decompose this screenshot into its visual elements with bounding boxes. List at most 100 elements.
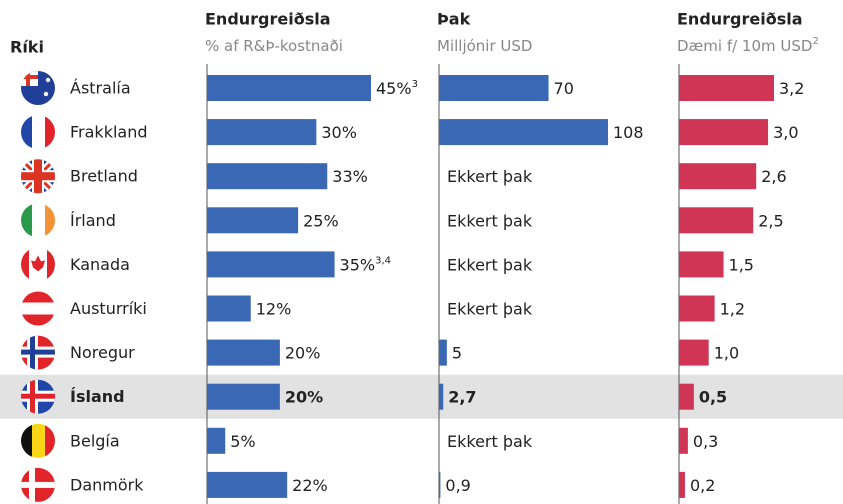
flag-part	[31, 255, 45, 272]
subtitle-note: 2	[812, 36, 818, 47]
flag-part	[21, 423, 32, 458]
flag	[21, 71, 55, 105]
bar	[679, 163, 757, 190]
value-label-text: 1,2	[720, 299, 745, 318]
value-label: 25%	[303, 211, 339, 230]
category-label: Ísland	[70, 387, 125, 406]
value-label-text: 1,5	[729, 255, 754, 274]
value-label: Ekkert þak	[447, 211, 533, 230]
bar	[207, 251, 335, 278]
value-label-text: Ekkert þak	[447, 299, 533, 318]
value-label-text: 70	[554, 79, 574, 98]
value-label: Ekkert þak	[447, 299, 533, 318]
flag-part	[45, 203, 55, 238]
value-label-text: 1,0	[714, 343, 739, 362]
flag-part	[21, 314, 55, 326]
value-label-text: 2,7	[448, 387, 476, 406]
value-label: 20%	[285, 343, 321, 362]
flag-part	[21, 302, 55, 315]
bar	[439, 471, 441, 498]
bar	[679, 295, 715, 322]
bar	[207, 383, 280, 410]
bar	[679, 427, 688, 454]
flag-part	[32, 423, 45, 458]
value-label-text: Ekkert þak	[447, 167, 533, 186]
value-label: 0,3	[693, 431, 718, 450]
bar	[207, 427, 226, 454]
value-label-text: 0,2	[690, 475, 715, 494]
bar	[439, 75, 549, 101]
flag-part	[21, 115, 32, 150]
bar	[439, 339, 447, 366]
value-label: Ekkert þak	[447, 255, 533, 274]
value-label: 70	[554, 79, 574, 98]
flag-part	[34, 159, 42, 194]
value-label: 2,7	[448, 387, 476, 406]
footnote: 3	[412, 79, 418, 90]
bar	[207, 119, 317, 146]
bar	[207, 207, 299, 234]
flag-part	[21, 291, 55, 303]
value-label-text: 3,0	[773, 123, 798, 142]
panel-title: Endurgreiðsla	[205, 10, 331, 29]
value-label-text: 2,6	[761, 167, 786, 186]
value-label-text: 45%	[376, 79, 412, 98]
value-label: 0,5	[699, 387, 727, 406]
value-label: 0,2	[690, 475, 715, 494]
value-label: 1,5	[729, 255, 754, 274]
value-label-text: Ekkert þak	[447, 431, 533, 450]
subtitle-text: % af R&Þ-kostnaði	[205, 37, 343, 55]
value-label: 3,0	[773, 123, 798, 142]
panel-title: Endurgreiðsla	[677, 10, 803, 29]
value-label: 5	[452, 343, 462, 362]
flag	[21, 159, 55, 194]
category-label: Kanada	[70, 255, 130, 274]
flag	[21, 291, 55, 326]
value-label: 35%3,4	[340, 255, 391, 274]
bar	[439, 119, 608, 146]
value-label-text: Ekkert þak	[447, 255, 533, 274]
flag-part	[21, 481, 55, 488]
panel-title: Þak	[437, 10, 471, 29]
flag	[21, 247, 55, 282]
flag-part	[21, 247, 29, 282]
bar	[207, 295, 251, 322]
category-label: Noregur	[70, 343, 135, 362]
value-label-text: 5%	[230, 431, 255, 450]
value-label-text: 25%	[303, 211, 339, 230]
bar	[679, 251, 724, 278]
category-label: Austurríki	[70, 299, 147, 318]
highlight-band	[0, 374, 843, 419]
bar	[207, 75, 371, 101]
value-label-text: 35%	[340, 255, 376, 274]
bar	[207, 163, 328, 190]
category-label: Ástralía	[70, 79, 131, 98]
value-label-text: 108	[613, 123, 644, 142]
value-label: 0,9	[445, 475, 470, 494]
bar	[207, 471, 288, 498]
flag	[21, 203, 55, 238]
subtitle-text: Dæmi f/ 10m USD	[677, 37, 812, 55]
value-label: 3,2	[779, 79, 804, 98]
value-label-text: 33%	[332, 167, 368, 186]
value-label-text: 20%	[285, 343, 321, 362]
bar	[439, 383, 444, 410]
flag-part	[32, 203, 45, 238]
flag-part	[32, 115, 45, 150]
value-label: Ekkert þak	[447, 431, 533, 450]
value-label: 108	[613, 123, 644, 142]
value-label-text: 5	[452, 343, 462, 362]
value-label-text: 2,5	[758, 211, 783, 230]
value-label-text: Ekkert þak	[447, 211, 533, 230]
category-label: Írland	[70, 211, 116, 230]
value-label-text: 0,5	[699, 387, 727, 406]
flag-part	[47, 247, 55, 282]
value-label: 20%	[285, 387, 323, 406]
bar	[679, 207, 754, 234]
flag-part	[21, 203, 32, 238]
category-label: Frakkland	[70, 123, 148, 142]
value-label: 2,5	[758, 211, 783, 230]
bar	[207, 339, 280, 366]
value-label-text: 0,3	[693, 431, 718, 450]
